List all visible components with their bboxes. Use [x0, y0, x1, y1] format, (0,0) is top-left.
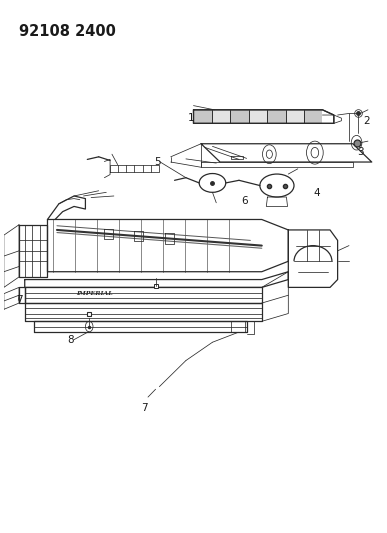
Text: 8: 8 [67, 335, 74, 345]
Polygon shape [194, 110, 212, 123]
Polygon shape [212, 110, 230, 123]
Text: 5: 5 [154, 157, 161, 167]
Text: 7: 7 [16, 295, 22, 305]
Polygon shape [230, 110, 249, 123]
Polygon shape [304, 110, 322, 123]
Polygon shape [267, 110, 286, 123]
Polygon shape [286, 110, 304, 123]
Text: 7: 7 [141, 402, 147, 413]
Text: 3: 3 [357, 147, 364, 157]
Text: 1: 1 [188, 112, 195, 123]
Text: 92108 2400: 92108 2400 [19, 23, 116, 38]
Text: IMPERIAL: IMPERIAL [76, 291, 113, 296]
Polygon shape [249, 110, 267, 123]
Text: 4: 4 [313, 188, 320, 198]
Text: 6: 6 [241, 196, 248, 206]
Text: 2: 2 [363, 116, 369, 126]
